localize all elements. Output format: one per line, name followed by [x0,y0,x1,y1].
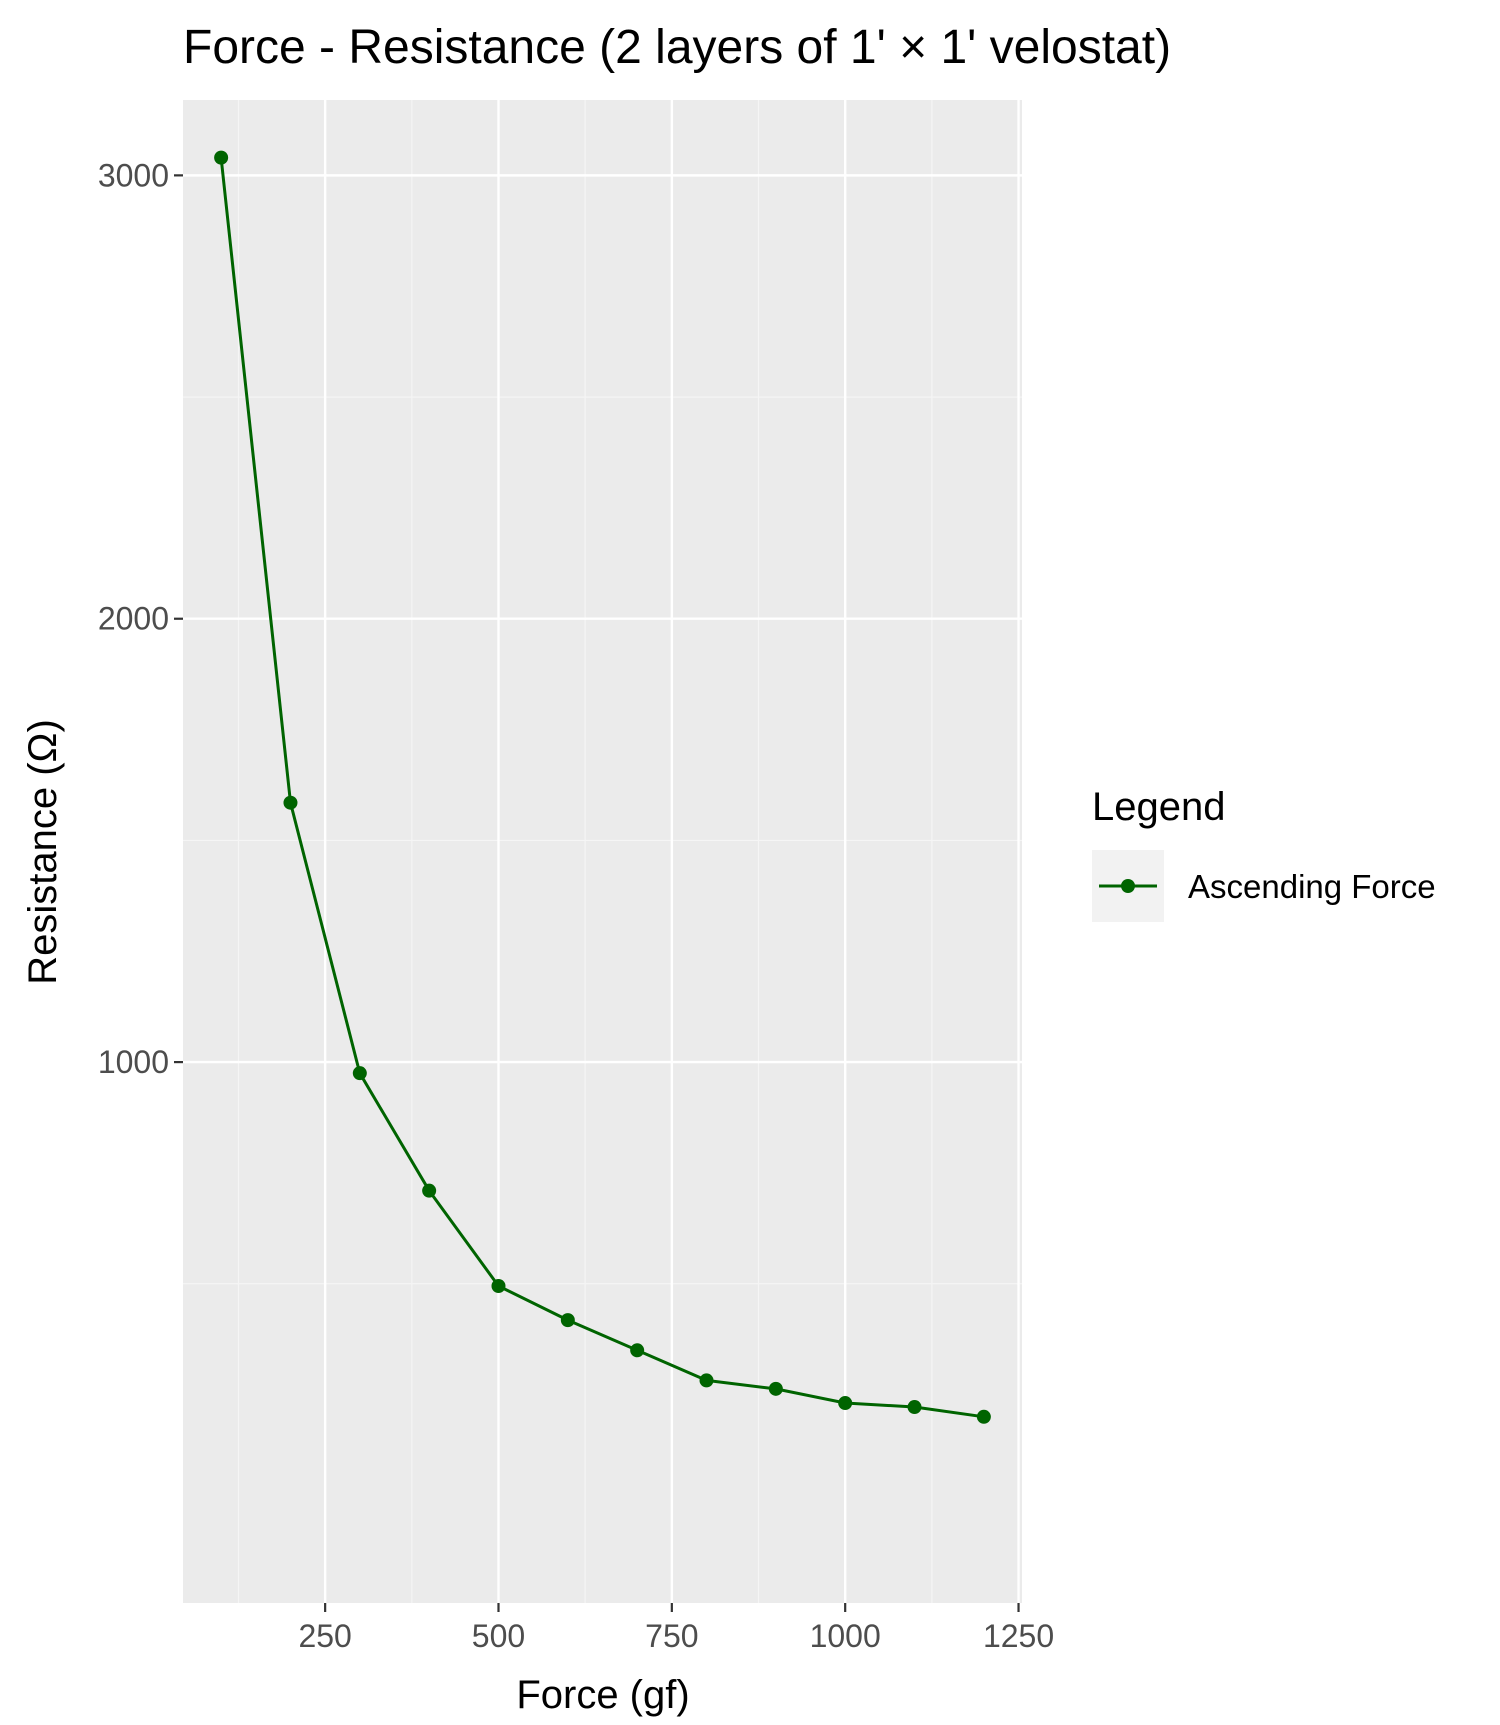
x-tick-label: 750 [645,1618,698,1654]
major-gridlines [183,100,1022,1603]
legend: Legend Ascending Force [1092,785,1436,922]
series-layer [214,150,991,1424]
x-tick-label: 250 [298,1618,351,1654]
legend-title: Legend [1092,785,1225,829]
plot-panel [183,100,1022,1603]
minor-gridlines [183,100,1022,1603]
y-tick-label: 2000 [98,601,169,637]
data-point [352,1066,367,1081]
data-point [976,1409,991,1424]
data-point [560,1313,575,1328]
chart-title: Force - Resistance (2 layers of 1' × 1' … [183,21,1171,74]
y-tick-label: 3000 [98,157,169,193]
data-point [422,1183,437,1198]
legend-label-ascending-force: Ascending Force [1188,868,1436,905]
y-tick-label: 1000 [98,1044,169,1080]
data-point [630,1343,645,1358]
x-tick-label: 1250 [983,1618,1054,1654]
data-point [491,1278,506,1293]
x-axis-tick-labels: 250 500 750 1000 1250 [298,1618,1054,1654]
series-line-ascending-force [219,157,985,1419]
data-point [283,795,298,810]
data-point [838,1396,853,1411]
axis-ticks [174,174,1020,1612]
y-axis-title: Resistance (Ω) [21,719,65,985]
data-point [768,1381,783,1396]
x-tick-label: 1000 [810,1618,881,1654]
legend-key-point [1121,879,1135,893]
data-point [907,1400,922,1415]
x-axis-title: Force (gf) [516,1673,689,1717]
data-point [699,1373,714,1388]
y-axis-tick-labels: 1000 2000 3000 [98,157,169,1080]
x-tick-label: 500 [472,1618,525,1654]
data-point [214,150,229,165]
